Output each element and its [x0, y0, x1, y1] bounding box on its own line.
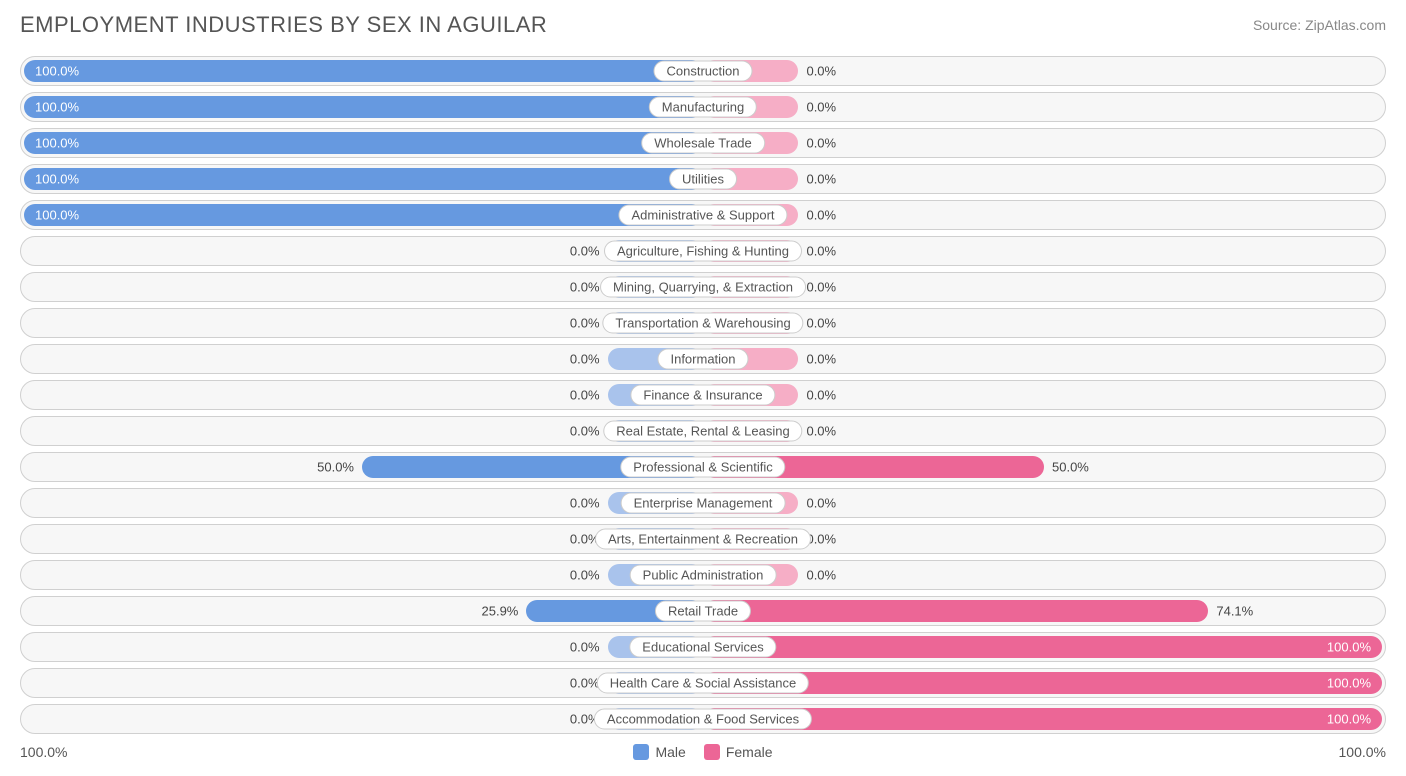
male-value-label: 100.0% — [35, 208, 79, 223]
chart-row: 0.0% 0.0% Public Administration — [20, 560, 1386, 590]
category-label: Finance & Insurance — [630, 385, 775, 406]
female-bar — [703, 636, 1382, 658]
female-value-label: 0.0% — [806, 208, 836, 223]
chart-row: 0.0% 0.0% Enterprise Management — [20, 488, 1386, 518]
female-value-label: 0.0% — [806, 568, 836, 583]
chart-footer: 100.0% Male Female 100.0% — [20, 744, 1386, 760]
category-label: Real Estate, Rental & Leasing — [603, 421, 802, 442]
male-value-label: 0.0% — [570, 352, 600, 367]
male-value-label: 0.0% — [570, 424, 600, 439]
legend-female-label: Female — [726, 744, 773, 760]
female-bar — [703, 600, 1208, 622]
legend-male-swatch — [633, 744, 649, 760]
female-value-label: 0.0% — [806, 316, 836, 331]
category-label: Retail Trade — [655, 601, 751, 622]
legend-female-swatch — [704, 744, 720, 760]
male-value-label: 0.0% — [570, 676, 600, 691]
diverging-bar-chart: 100.0% 0.0% Construction 100.0% 0.0% Manufact… — [20, 56, 1386, 734]
chart-row: 100.0% 0.0% Wholesale Trade — [20, 128, 1386, 158]
category-label: Agriculture, Fishing & Hunting — [604, 241, 802, 262]
axis-right-label: 100.0% — [1339, 744, 1386, 760]
category-label: Professional & Scientific — [620, 457, 785, 478]
category-label: Enterprise Management — [621, 493, 786, 514]
chart-row: 0.0% 100.0% Educational Services — [20, 632, 1386, 662]
male-bar — [24, 204, 703, 226]
male-bar — [24, 132, 703, 154]
chart-row: 0.0% 0.0% Information — [20, 344, 1386, 374]
chart-row: 0.0% 100.0% Health Care & Social Assistanc… — [20, 668, 1386, 698]
legend-male-label: Male — [655, 744, 685, 760]
category-label: Information — [657, 349, 748, 370]
male-value-label: 0.0% — [570, 568, 600, 583]
male-value-label: 0.0% — [570, 388, 600, 403]
legend-male: Male — [633, 744, 685, 760]
category-label: Wholesale Trade — [641, 133, 765, 154]
male-bar — [24, 168, 703, 190]
male-bar — [24, 96, 703, 118]
chart-source: Source: ZipAtlas.com — [1253, 17, 1386, 33]
male-value-label: 100.0% — [35, 100, 79, 115]
chart-row: 0.0% 0.0% Finance & Insurance — [20, 380, 1386, 410]
female-value-label: 0.0% — [806, 424, 836, 439]
male-value-label: 100.0% — [35, 136, 79, 151]
female-value-label: 100.0% — [1327, 676, 1371, 691]
male-value-label: 100.0% — [35, 64, 79, 79]
female-value-label: 0.0% — [806, 280, 836, 295]
category-label: Health Care & Social Assistance — [597, 673, 809, 694]
chart-row: 100.0% 0.0% Manufacturing — [20, 92, 1386, 122]
female-value-label: 0.0% — [806, 496, 836, 511]
chart-row: 0.0% 0.0% Agriculture, Fishing & Hunting — [20, 236, 1386, 266]
category-label: Transportation & Warehousing — [602, 313, 803, 334]
category-label: Administrative & Support — [618, 205, 787, 226]
male-value-label: 0.0% — [570, 316, 600, 331]
female-value-label: 0.0% — [806, 136, 836, 151]
chart-row: 0.0%0.0%Real Estate, Rental & Leasing — [20, 416, 1386, 446]
chart-row: 0.0%0.0%Arts, Entertainment & Recreation — [20, 524, 1386, 554]
chart-row: 100.0% 0.0% Utilities — [20, 164, 1386, 194]
chart-header: EMPLOYMENT INDUSTRIES BY SEX IN AGUILAR … — [20, 12, 1386, 38]
axis-left-label: 100.0% — [20, 744, 67, 760]
male-value-label: 100.0% — [35, 172, 79, 187]
male-value-label: 25.9% — [482, 604, 519, 619]
chart-row: 25.9% 74.1% Retail Trade — [20, 596, 1386, 626]
chart-row: 100.0% 0.0% Construction — [20, 56, 1386, 86]
female-value-label: 100.0% — [1327, 640, 1371, 655]
category-label: Arts, Entertainment & Recreation — [595, 529, 811, 550]
legend: Male Female — [633, 744, 772, 760]
chart-title: EMPLOYMENT INDUSTRIES BY SEX IN AGUILAR — [20, 12, 547, 38]
female-value-label: 0.0% — [806, 244, 836, 259]
male-value-label: 0.0% — [570, 496, 600, 511]
category-label: Utilities — [669, 169, 737, 190]
male-value-label: 0.0% — [570, 640, 600, 655]
category-label: Educational Services — [629, 637, 776, 658]
chart-row: 0.0%100.0%Accommodation & Food Services — [20, 704, 1386, 734]
female-value-label: 0.0% — [806, 388, 836, 403]
category-label: Accommodation & Food Services — [594, 709, 812, 730]
female-value-label: 74.1% — [1216, 604, 1253, 619]
male-bar — [24, 60, 703, 82]
chart-row: 100.0% 0.0% Administrative & Support — [20, 200, 1386, 230]
category-label: Public Administration — [630, 565, 777, 586]
category-label: Construction — [654, 61, 753, 82]
female-value-label: 100.0% — [1327, 712, 1371, 727]
category-label: Manufacturing — [649, 97, 757, 118]
chart-row: 50.0% 50.0% Professional & Scientific — [20, 452, 1386, 482]
male-value-label: 50.0% — [317, 460, 354, 475]
male-value-label: 0.0% — [570, 244, 600, 259]
male-value-label: 0.0% — [570, 280, 600, 295]
chart-row: 0.0% 0.0%Transportation & Warehousing — [20, 308, 1386, 338]
female-value-label: 0.0% — [806, 172, 836, 187]
legend-female: Female — [704, 744, 773, 760]
female-value-label: 0.0% — [806, 64, 836, 79]
female-value-label: 50.0% — [1052, 460, 1089, 475]
category-label: Mining, Quarrying, & Extraction — [600, 277, 806, 298]
female-value-label: 0.0% — [806, 100, 836, 115]
chart-row: 0.0% 0.0%Mining, Quarrying, & Extraction — [20, 272, 1386, 302]
female-value-label: 0.0% — [806, 352, 836, 367]
